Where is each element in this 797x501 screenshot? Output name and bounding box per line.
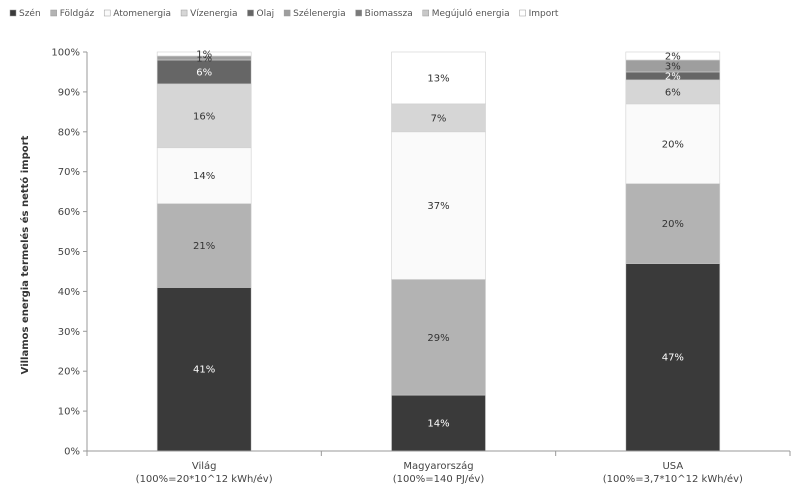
data-label-magyarorszag-szen: 14%	[427, 419, 449, 430]
data-label-vilag-szelenergia: 1%	[196, 53, 212, 64]
legend-label-import: Import	[529, 9, 559, 19]
data-label-usa-olaj: 2%	[665, 71, 681, 82]
bar-segment-magyarorszag-vizenergia	[391, 103, 486, 133]
x-category-label: USA	[662, 461, 683, 472]
y-tick-label: 60%	[58, 207, 80, 218]
data-label-usa-vizenergia: 6%	[665, 87, 681, 98]
y-tick-label: 70%	[58, 167, 80, 178]
bar-segment-magyarorszag-foldgaz	[391, 279, 486, 396]
legend-label-olaj: Olaj	[257, 9, 275, 19]
legend-swatch-vizenergia	[180, 9, 188, 17]
data-label-usa-import: 2%	[665, 51, 681, 62]
legend-swatch-import	[519, 9, 526, 17]
bar-segment-magyarorszag-szen	[391, 394, 486, 452]
data-label-vilag-foldgaz: 21%	[193, 241, 215, 252]
legend-label-foldgaz: Földgáz	[60, 9, 95, 19]
y-tick-label: 10%	[58, 407, 80, 418]
y-tick-label: 50%	[58, 247, 80, 258]
data-label-magyarorszag-vizenergia: 7%	[431, 113, 447, 124]
data-label-magyarorszag-import: 13%	[427, 73, 449, 84]
y-tick-label: 0%	[64, 447, 80, 458]
data-label-usa-szen: 47%	[662, 353, 684, 364]
legend-swatch-olaj	[247, 9, 254, 17]
y-tick-label: 90%	[58, 87, 80, 98]
data-label-vilag-olaj: 6%	[196, 67, 212, 78]
data-label-usa-szelenergia: 3%	[665, 61, 681, 72]
y-tick-label: 30%	[58, 327, 80, 338]
data-label-vilag-szen: 41%	[193, 365, 215, 376]
legend-label-biomassza: Biomassza	[365, 9, 413, 19]
bar-segment-usa-import	[625, 51, 721, 61]
data-label-magyarorszag-atomenergia: 37%	[427, 201, 449, 212]
bar-segment-vilag-import	[156, 51, 252, 57]
y-axis: 0% 10% 20% 30% 40% 50% 60% 70% 80% 90% 100%	[51, 48, 88, 458]
bar-segment-magyarorszag-import	[391, 51, 486, 105]
x-category-label: (100%=3,7*10^12 kWh/év)	[603, 473, 743, 485]
legend-label-szelenergia: Szélenergia	[293, 8, 346, 19]
data-label-vilag-import: 1%	[196, 49, 212, 60]
data-label-vilag-atomenergia: 14%	[193, 171, 215, 182]
legend-swatch-biomassza	[355, 9, 362, 17]
legend-swatch-foldgaz	[50, 9, 57, 17]
y-tick-label: 100%	[51, 48, 80, 59]
x-category-label: (100%=140 PJ/év)	[393, 473, 485, 485]
legend-swatch-megujulo-energia	[422, 9, 429, 17]
x-category-label: (100%=20*10^12 kWh/év)	[136, 473, 273, 485]
legend-swatch-atomenergia	[103, 9, 111, 17]
bar-segment-magyarorszag-atomenergia	[391, 131, 486, 280]
y-axis-label: Villamos energia termelés és nettó impor…	[19, 135, 31, 374]
bar-segment-vilag-szen	[156, 287, 252, 452]
x-category-label: Magyarország	[403, 460, 473, 472]
legend-label-atomenergia: Atomenergia	[113, 9, 171, 19]
data-label-magyarorszag-foldgaz: 29%	[427, 333, 449, 344]
data-label-vilag-vizenergia: 16%	[193, 111, 215, 122]
y-tick-label: 20%	[58, 367, 80, 378]
y-tick-label: 80%	[58, 127, 80, 138]
bar-segment-usa-szen	[625, 263, 721, 452]
legend-label-szen: Szén	[19, 8, 41, 19]
data-label-usa-atomenergia: 20%	[662, 139, 684, 150]
legend: Szén Földgáz Atomenergia Vízenergia Olaj Szél…	[9, 8, 559, 19]
x-axis: Világ(100%=20*10^12 kWh/év)Magyarország(…	[86, 450, 791, 485]
x-category-label: Világ	[192, 460, 217, 472]
data-label-usa-foldgaz: 20%	[662, 219, 684, 230]
y-tick-label: 40%	[58, 287, 80, 298]
legend-swatch-szen	[9, 9, 17, 17]
bar-segment-vilag-foldgaz	[156, 203, 252, 288]
legend-swatch-szelenergia	[283, 9, 291, 17]
plot-area: 41% 21% 14% 16% 6% 1%1% 14% 29% 37% 7% 13% 47% 20% 20…	[156, 49, 721, 452]
legend-label-megujulo-energia: Megújuló energia	[432, 8, 510, 19]
legend-label-vizenergia: Vízenergia	[190, 9, 237, 19]
bar-segment-usa-foldgaz	[625, 183, 721, 264]
